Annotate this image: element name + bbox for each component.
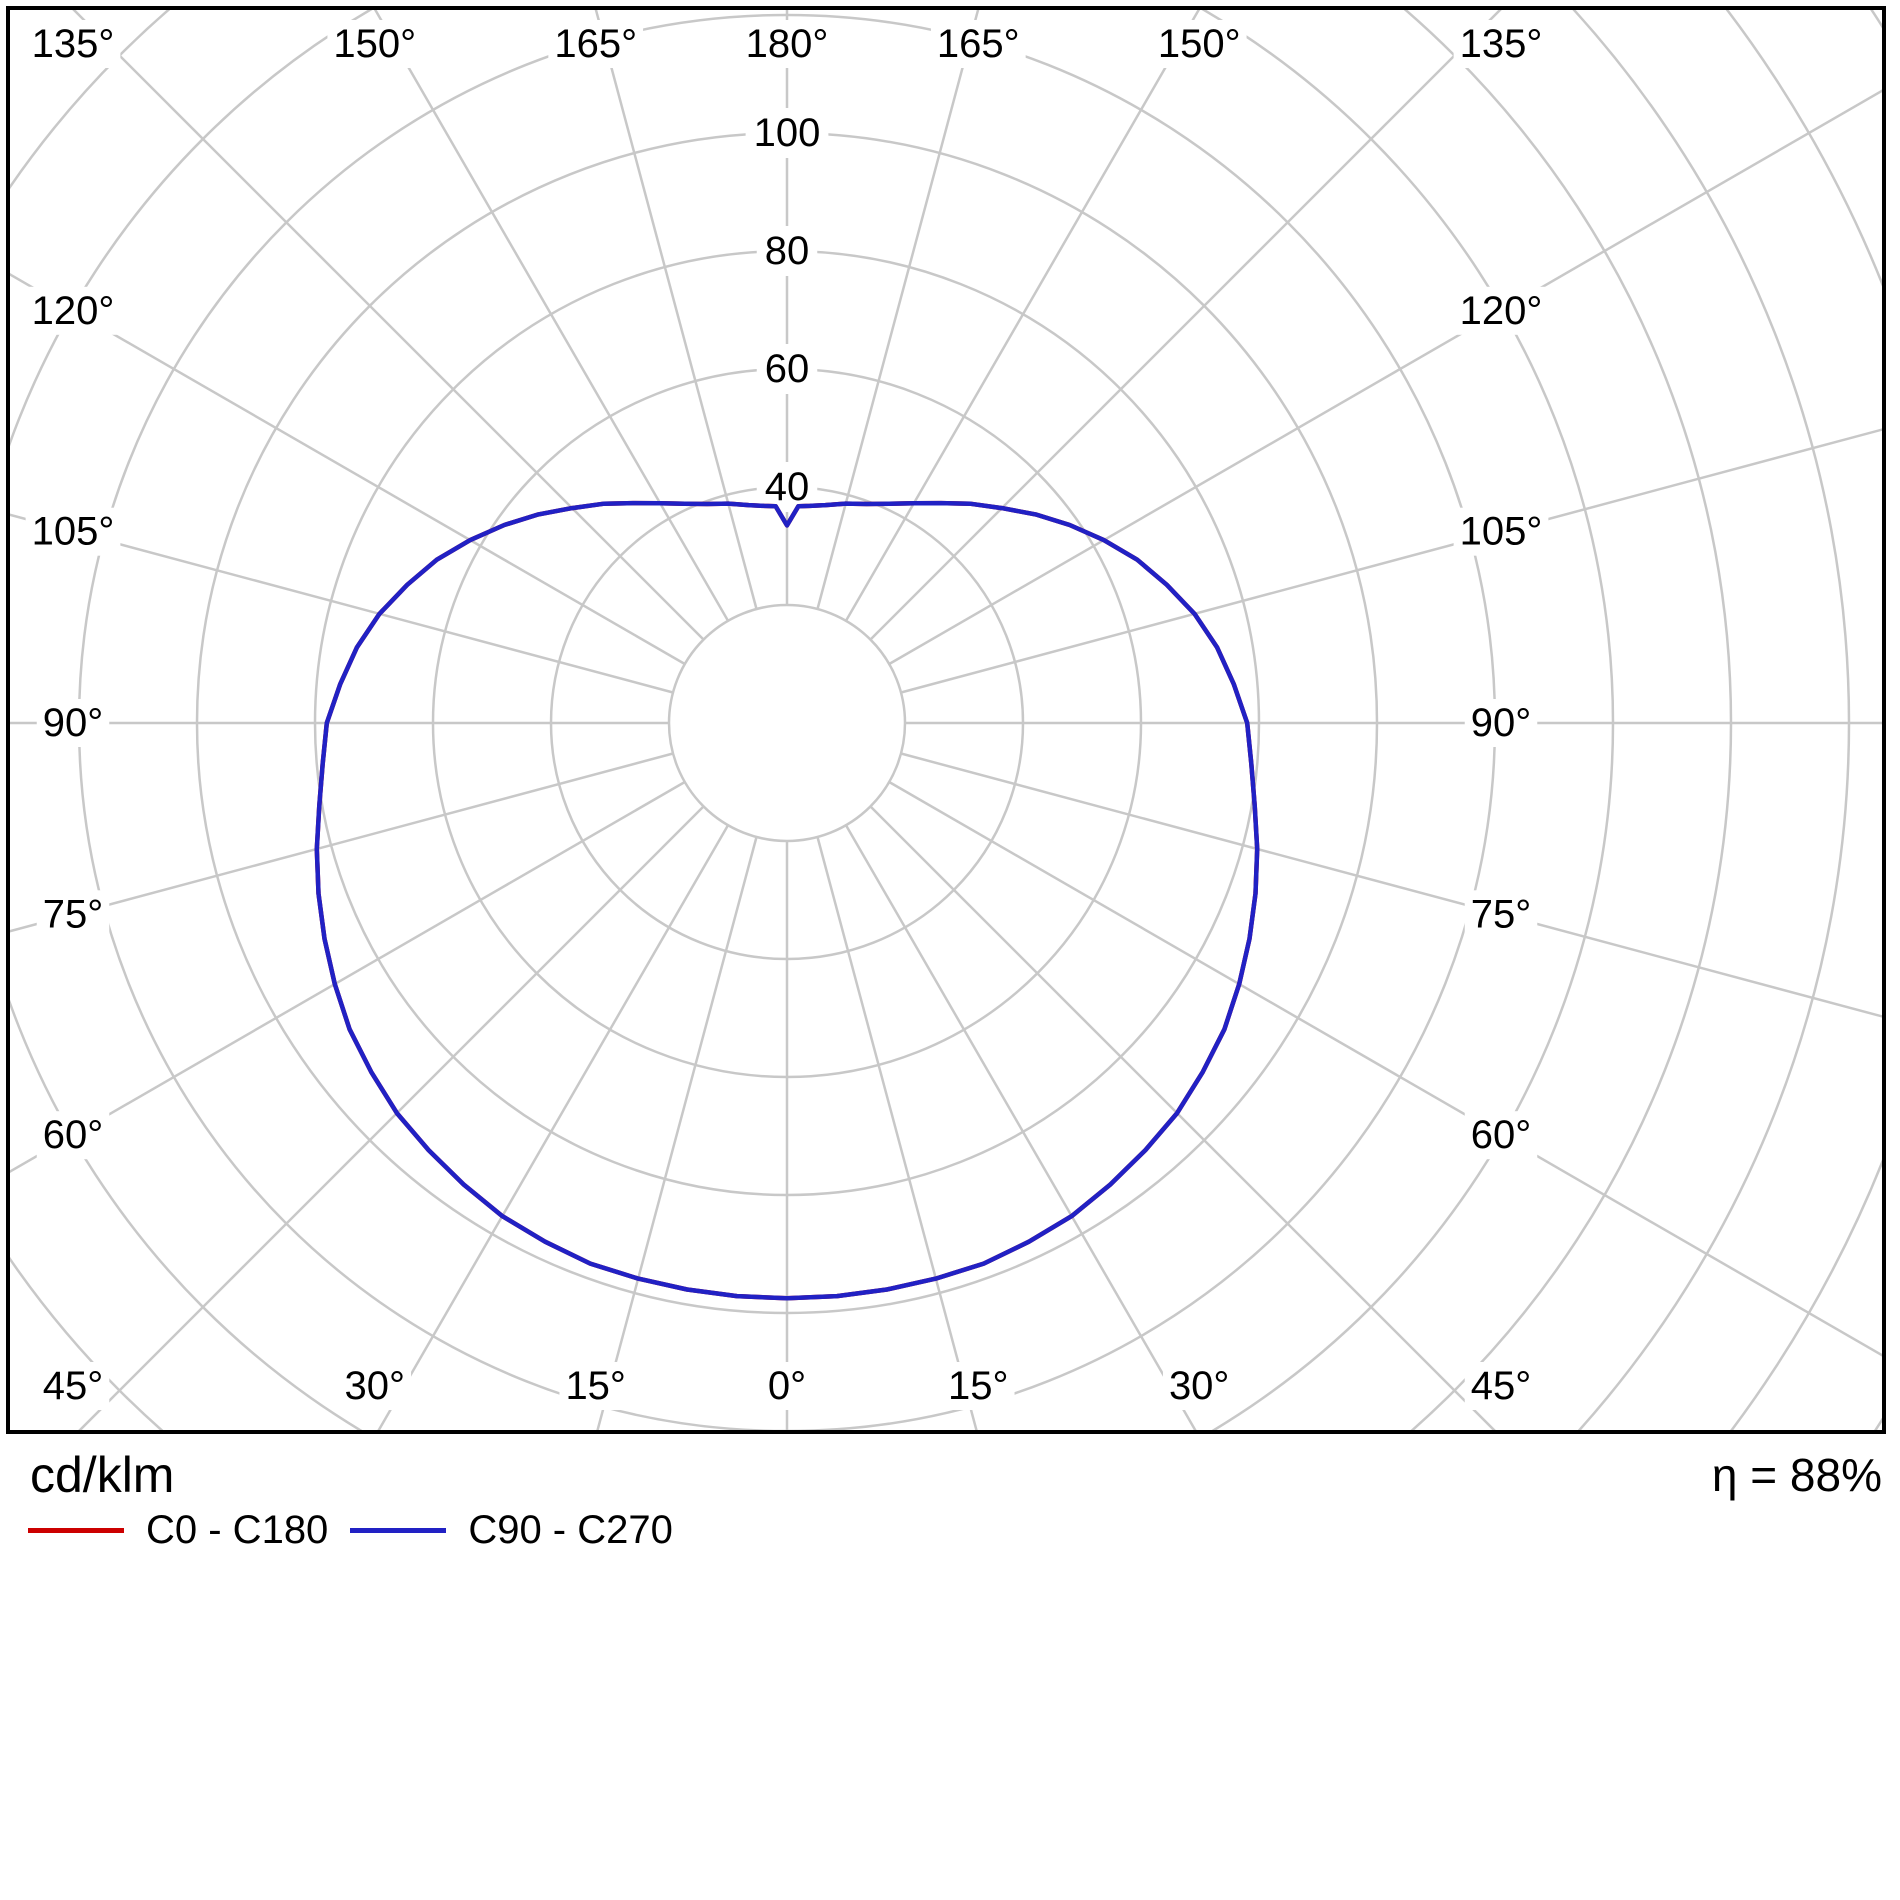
curve-c90-c270 xyxy=(314,500,1260,1301)
svg-text:120°: 120° xyxy=(32,289,115,333)
legend-label-c90: C90 - C270 xyxy=(468,1508,673,1552)
polar-chart: 40 60 80 100 0° 15° 15° 30° 30° 45° 45° 60° 60° 75° 7… xyxy=(6,6,1886,1434)
units-label: cd/klm xyxy=(30,1447,175,1503)
svg-text:150°: 150° xyxy=(1158,22,1241,66)
legend-label-c0: C0 - C180 xyxy=(146,1508,329,1552)
svg-text:180°: 180° xyxy=(746,22,829,66)
svg-text:90°: 90° xyxy=(43,701,104,745)
svg-text:150°: 150° xyxy=(333,22,416,66)
efficiency-label: η = 88% xyxy=(1711,1449,1882,1501)
svg-text:60°: 60° xyxy=(1471,1113,1532,1157)
svg-text:15°: 15° xyxy=(565,1364,626,1408)
legend: C0 - C180 C90 - C270 xyxy=(28,1508,673,1553)
ring-value-labels: 40 60 80 100 xyxy=(745,108,829,512)
svg-text:60: 60 xyxy=(765,347,810,391)
svg-text:80: 80 xyxy=(765,229,810,273)
legend-swatch-c0-red-line xyxy=(28,1528,124,1533)
svg-text:0°: 0° xyxy=(768,1364,806,1408)
svg-text:135°: 135° xyxy=(1460,22,1543,66)
svg-text:165°: 165° xyxy=(937,22,1020,66)
legend-swatch-c90-blue-line xyxy=(350,1528,447,1533)
svg-text:15°: 15° xyxy=(948,1364,1009,1408)
svg-text:120°: 120° xyxy=(1460,289,1543,333)
svg-text:105°: 105° xyxy=(32,510,115,554)
svg-text:105°: 105° xyxy=(1460,510,1543,554)
svg-text:40: 40 xyxy=(765,465,810,509)
svg-text:60°: 60° xyxy=(43,1113,104,1157)
svg-text:30°: 30° xyxy=(1169,1364,1230,1408)
angle-labels: 0° 15° 15° 30° 30° 45° 45° 60° 60° 75° 75° 90° 90° 10… xyxy=(25,20,1549,1410)
chart-frame xyxy=(6,6,1886,1434)
svg-text:75°: 75° xyxy=(1471,892,1532,936)
svg-text:100: 100 xyxy=(754,111,821,155)
svg-text:135°: 135° xyxy=(32,22,115,66)
svg-text:75°: 75° xyxy=(43,892,104,936)
svg-text:45°: 45° xyxy=(1471,1364,1532,1408)
svg-text:90°: 90° xyxy=(1471,701,1532,745)
svg-text:165°: 165° xyxy=(554,22,637,66)
svg-text:45°: 45° xyxy=(43,1364,104,1408)
svg-text:30°: 30° xyxy=(345,1364,406,1408)
